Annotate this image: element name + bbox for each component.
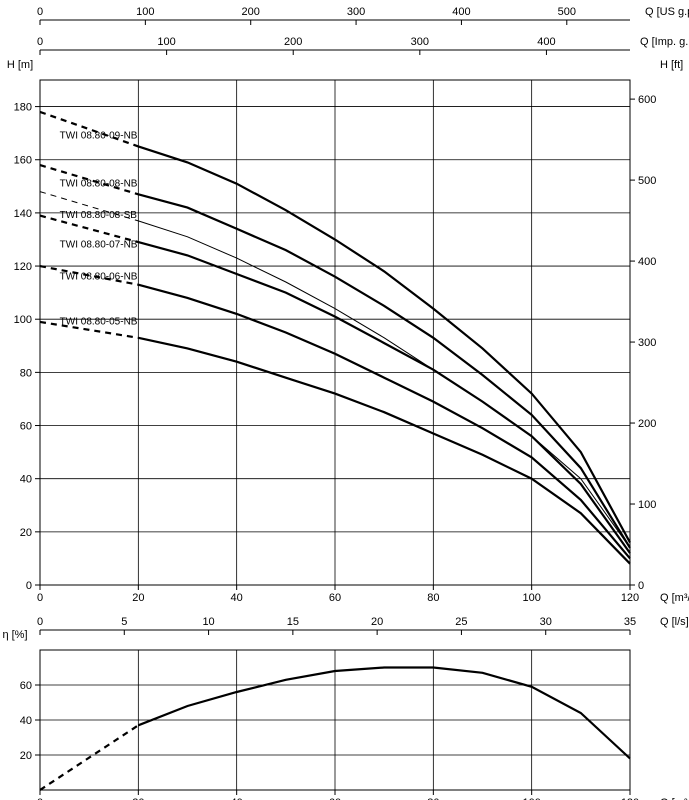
ytick-label: 80	[20, 367, 32, 379]
xtick-top1-label: 500	[558, 6, 576, 18]
xtick-top-label: 5	[121, 616, 127, 628]
pump-curve	[138, 338, 630, 564]
ytick-label: 160	[14, 155, 32, 167]
efficiency-dashed	[40, 725, 138, 790]
ytick-label: 0	[26, 580, 32, 592]
xtick-top-label: 35	[624, 616, 636, 628]
series-label: TWI 08.80-06-NB	[60, 271, 138, 282]
xtick-top2-label: 0	[37, 36, 43, 48]
pump-curve	[138, 221, 630, 548]
xtick-top-label: 25	[455, 616, 467, 628]
xtick-label: 20	[132, 592, 144, 604]
ytick-right-label: 300	[638, 337, 656, 349]
series-label: TWI 08.80-07-NB	[60, 239, 138, 250]
xtick-label: 80	[427, 592, 439, 604]
efficiency-curve	[138, 668, 630, 759]
xtick-label: 60	[329, 592, 341, 604]
xtick-top-label: 20	[371, 616, 383, 628]
xtick-top1-label: 0	[37, 6, 43, 18]
xtick-top-label: 30	[540, 616, 552, 628]
pump-curve	[138, 146, 630, 542]
xtick-top-label: 10	[202, 616, 214, 628]
ytick-right-label: 400	[638, 256, 656, 268]
xtick-top-label: 0	[37, 616, 43, 628]
xtick-top1-label: 400	[452, 6, 470, 18]
ytick-label: 40	[20, 474, 32, 486]
ytick-label: 20	[20, 527, 32, 539]
series-label: TWI 08.80-08-NB	[60, 178, 138, 189]
ytick-right-label: 500	[638, 175, 656, 187]
xtick-top1-label: 100	[136, 6, 154, 18]
xtick-top1-label: 300	[347, 6, 365, 18]
y-axis-left-label: η [%]	[2, 629, 27, 641]
ytick-label: 100	[14, 314, 32, 326]
ytick-label: 20	[20, 750, 32, 762]
xtick-top2-label: 400	[537, 36, 555, 48]
x-axis-top1-label: Q [US g.p.m.]	[645, 6, 689, 18]
xtick-label: 100	[522, 592, 540, 604]
xtick-top2-label: 200	[284, 36, 302, 48]
x-axis-bottom-label: Q [m³/h]	[660, 592, 689, 604]
y-axis-left-label: H [m]	[7, 59, 33, 71]
ytick-label: 60	[20, 680, 32, 692]
xtick-top2-label: 100	[157, 36, 175, 48]
pump-curve	[138, 242, 630, 553]
xtick-top-label: 15	[287, 616, 299, 628]
xtick-label: 120	[621, 592, 639, 604]
xtick-label: 0	[37, 592, 43, 604]
xtick-label: 40	[231, 592, 243, 604]
x-axis-top-label: Q [l/s]	[660, 616, 689, 628]
ytick-label: 180	[14, 102, 32, 114]
ytick-label: 40	[20, 715, 32, 727]
series-label: TWI 08.80-08-SB	[60, 210, 138, 221]
ytick-right-label: 100	[638, 499, 656, 511]
ytick-right-label: 600	[638, 94, 656, 106]
x-axis-top2-label: Q [Imp. g.p.m.]	[640, 36, 689, 48]
xtick-top2-label: 300	[411, 36, 429, 48]
series-label: TWI 08.80-09-NB	[60, 130, 138, 141]
ytick-label: 60	[20, 421, 32, 433]
ytick-right-label: 200	[638, 418, 656, 430]
ytick-right-label: 0	[638, 580, 644, 592]
ytick-label: 140	[14, 208, 32, 220]
pump-curves-chart: 020406080100120Q [m³/h]02040608010012014…	[0, 0, 689, 800]
xtick-top1-label: 200	[242, 6, 260, 18]
ytick-label: 120	[14, 261, 32, 273]
y-axis-right-label: H [ft]	[660, 59, 683, 71]
series-label: TWI 08.80-05-NB	[60, 317, 138, 328]
